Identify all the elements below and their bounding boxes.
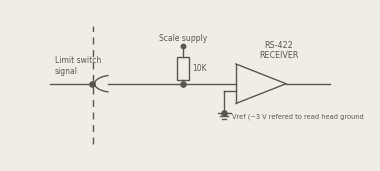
Text: Scale supply: Scale supply xyxy=(159,34,207,43)
Text: Vref (~3 V refered to read head ground: Vref (~3 V refered to read head ground xyxy=(231,113,363,120)
Text: RS-422
RECEIVER: RS-422 RECEIVER xyxy=(259,41,298,60)
Text: 10K: 10K xyxy=(193,64,207,73)
Text: Limit switch
signal: Limit switch signal xyxy=(55,56,101,76)
Bar xyxy=(177,57,189,80)
